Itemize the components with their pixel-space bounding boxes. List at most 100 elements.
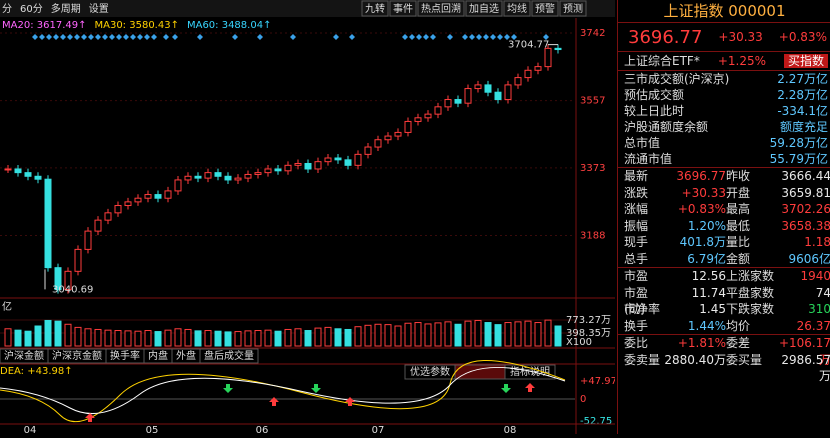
etf-row: 上证综合ETF* +1.25% 买指数 bbox=[618, 51, 830, 70]
macd-tab[interactable]: 优选参数 bbox=[410, 365, 450, 378]
indicator-tab[interactable]: 沪深京金额 bbox=[52, 349, 102, 362]
info-label: 较上日此时 bbox=[624, 104, 685, 118]
table-value: 3658.38 bbox=[781, 218, 830, 233]
candle bbox=[234, 177, 242, 181]
toolbar-button[interactable]: 热点回溯 bbox=[421, 2, 461, 15]
volume-bar bbox=[514, 321, 522, 347]
table-value: +30.33 bbox=[681, 185, 726, 200]
volume-bar bbox=[374, 323, 382, 347]
volume-bar bbox=[404, 322, 412, 347]
volume-bar bbox=[44, 319, 52, 347]
toolbar-button[interactable]: 均线 bbox=[507, 2, 527, 15]
signal-diamond bbox=[81, 34, 87, 40]
candle bbox=[154, 194, 162, 199]
candle bbox=[514, 77, 522, 86]
signal-diamond bbox=[32, 34, 38, 40]
signal-diamond bbox=[172, 34, 178, 40]
candle bbox=[4, 168, 12, 171]
volume-tick-label: 773.27万 bbox=[566, 315, 611, 326]
signal-diamond bbox=[39, 34, 45, 40]
etf-name[interactable]: 上证综合ETF* bbox=[624, 54, 700, 68]
indicator-tab[interactable]: 内盘 bbox=[148, 349, 168, 362]
toolbar-button[interactable]: 设置 bbox=[89, 3, 109, 15]
x-tick-label: 06 bbox=[256, 425, 269, 434]
table-value: 1.44% bbox=[687, 318, 726, 333]
table-value: 26.37 bbox=[796, 318, 830, 333]
tab-border bbox=[199, 348, 259, 364]
candle bbox=[214, 172, 222, 177]
toolbar-button[interactable]: 预测 bbox=[563, 2, 583, 15]
volume-bar bbox=[214, 330, 222, 347]
table-value: +0.83% bbox=[677, 202, 726, 216]
candle bbox=[184, 175, 192, 181]
info-row: 流通市值 55.79万亿 bbox=[618, 151, 830, 167]
info: 三市成交额(沪深京) 2.27万亿 预估成交额 2.28万亿 较上日此时 -334.1亿沪… bbox=[618, 70, 830, 167]
table-label: 金额 bbox=[726, 251, 751, 266]
toolbar-button[interactable]: 事件 bbox=[393, 2, 413, 15]
ma-legend: MA30: 3580.43↑ bbox=[94, 20, 178, 31]
candle bbox=[134, 197, 142, 203]
toolbar-border bbox=[361, 0, 389, 17]
volume-multiplier: X100 bbox=[566, 337, 592, 348]
table-value: 401.8万 bbox=[679, 235, 726, 249]
macd-tick-label: -52.75 bbox=[580, 416, 612, 427]
indicator-tab[interactable]: 外盘 bbox=[176, 349, 196, 362]
indicator-tab[interactable]: 沪深金额 bbox=[4, 349, 44, 362]
candle bbox=[534, 66, 542, 71]
info-row: 沪股通额度余额 额度充足 bbox=[618, 119, 830, 135]
table-label: 平盘家数 bbox=[726, 285, 775, 300]
info-label: 三市成交额(沪深京) bbox=[624, 72, 730, 86]
table-label: 量比 bbox=[726, 235, 751, 249]
candle bbox=[294, 162, 302, 166]
info-label: 预估成交额 bbox=[624, 88, 685, 102]
indicator-tab[interactable]: 盘后成交量 bbox=[204, 349, 254, 362]
candle bbox=[274, 168, 282, 172]
candle bbox=[144, 194, 152, 199]
volume-bar bbox=[444, 321, 452, 347]
volume-bar bbox=[254, 330, 262, 347]
indicator-tab[interactable]: 换手率 bbox=[110, 349, 140, 362]
y-tick-label: 3557 bbox=[580, 96, 605, 107]
signal-diamond bbox=[349, 34, 355, 40]
table-value: 1.45 bbox=[699, 302, 726, 316]
signal-diamond bbox=[430, 34, 436, 40]
candle bbox=[394, 131, 402, 137]
volume-bar bbox=[54, 320, 62, 347]
dea-line bbox=[0, 367, 566, 415]
volume-bar bbox=[144, 330, 152, 347]
signal-diamond bbox=[95, 34, 101, 40]
signal-arrow bbox=[311, 384, 321, 393]
macd-tick-label: 0 bbox=[580, 394, 586, 405]
toolbar-button[interactable]: 加自选 bbox=[469, 2, 499, 15]
toolbar-button[interactable]: 预警 bbox=[535, 2, 555, 15]
toolbar-button[interactable]: 分 bbox=[2, 3, 12, 15]
signal-diamond bbox=[46, 34, 52, 40]
toolbar-button[interactable]: 60分 bbox=[20, 3, 43, 15]
toolbar-border bbox=[417, 0, 465, 17]
candle bbox=[114, 205, 122, 214]
toolbar-button[interactable]: 九转 bbox=[365, 2, 385, 15]
table-row: 总手 6.79亿 金额 9606亿 bbox=[618, 251, 830, 268]
volume-bar bbox=[384, 324, 392, 347]
table-label: 市盈 bbox=[624, 269, 649, 283]
quote-panel: 上证指数 000001 3696.77 +30.33 +0.83% 上证综合ET… bbox=[617, 0, 830, 434]
volume-bar bbox=[554, 325, 562, 347]
info-label: 沪股通额度余额 bbox=[624, 120, 709, 134]
toolbar-button[interactable]: 多周期 bbox=[51, 2, 81, 15]
signal-diamond bbox=[543, 34, 549, 40]
buy-button[interactable]: 买指数 bbox=[783, 54, 828, 68]
signal-diamond bbox=[290, 34, 296, 40]
table-value: +1.81% bbox=[677, 336, 726, 350]
pct: +0.83% bbox=[778, 30, 827, 44]
volume-bar bbox=[464, 320, 472, 347]
info-row: 预估成交额 2.28万亿 bbox=[618, 87, 830, 103]
signal-diamond bbox=[504, 34, 510, 40]
toolbar-border bbox=[503, 0, 531, 17]
candle bbox=[34, 175, 42, 180]
candle bbox=[344, 159, 352, 166]
table-value: 3666.44 bbox=[781, 169, 830, 183]
signal-diamond bbox=[462, 34, 468, 40]
candle bbox=[524, 69, 532, 79]
volume-bar bbox=[424, 323, 432, 347]
candle bbox=[244, 173, 252, 179]
